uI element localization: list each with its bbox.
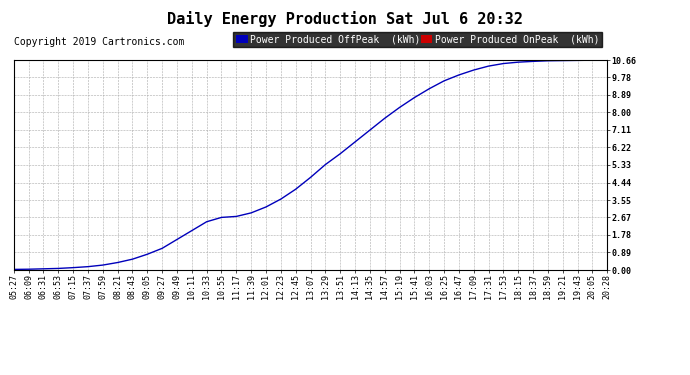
- Text: Daily Energy Production Sat Jul 6 20:32: Daily Energy Production Sat Jul 6 20:32: [167, 11, 523, 27]
- Legend: Power Produced OffPeak  (kWh), Power Produced OnPeak  (kWh): Power Produced OffPeak (kWh), Power Prod…: [233, 32, 602, 47]
- Text: Copyright 2019 Cartronics.com: Copyright 2019 Cartronics.com: [14, 38, 184, 47]
